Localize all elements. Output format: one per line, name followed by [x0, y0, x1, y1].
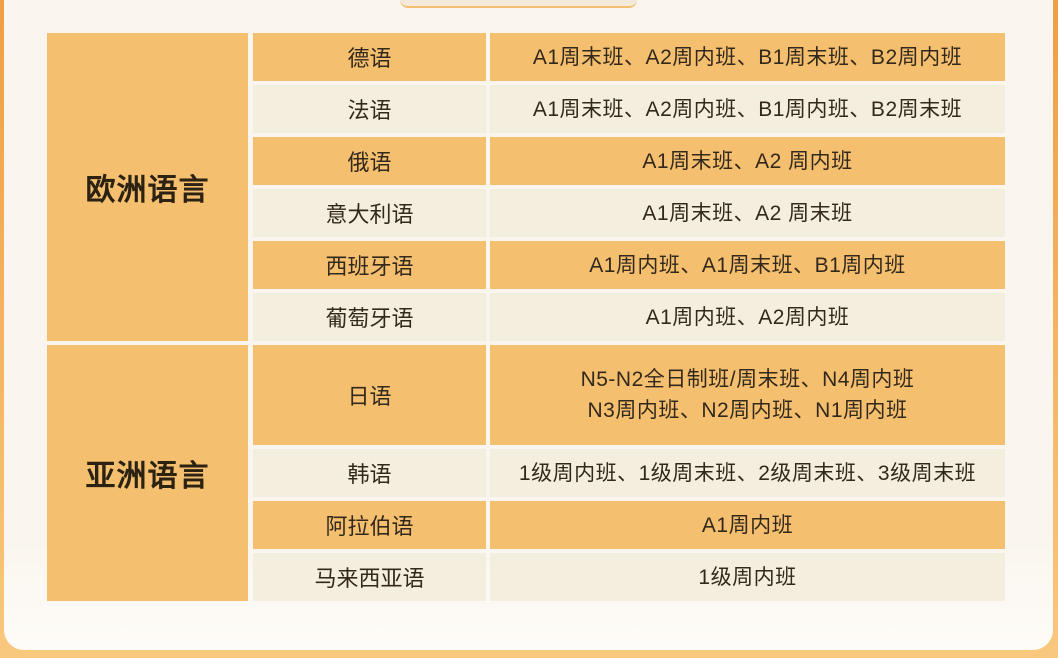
- group-label-european: 欧洲语言: [47, 33, 248, 341]
- table-row: 法语 A1周末班、A2周内班、B1周内班、B2周末班: [253, 85, 1005, 133]
- table-row: 阿拉伯语 A1周内班: [253, 501, 1005, 549]
- language-cell: 韩语: [253, 449, 486, 497]
- table-row: 马来西亚语 1级周内班: [253, 553, 1005, 601]
- asian-rows: 日语 N5-N2全日制班/周末班、N4周内班 N3周内班、N2周内班、N1周内班…: [253, 345, 1005, 601]
- top-banner-remnant: [400, 0, 637, 8]
- course-table: 欧洲语言 德语 A1周末班、A2周内班、B1周末班、B2周内班 法语 A1周末班…: [47, 33, 1005, 601]
- table-row: 德语 A1周末班、A2周内班、B1周末班、B2周内班: [253, 33, 1005, 81]
- classes-cell: N5-N2全日制班/周末班、N4周内班 N3周内班、N2周内班、N1周内班: [490, 345, 1005, 445]
- language-cell: 葡萄牙语: [253, 293, 486, 341]
- section-european-languages: 欧洲语言 德语 A1周末班、A2周内班、B1周末班、B2周内班 法语 A1周末班…: [47, 33, 1005, 341]
- classes-cell: A1周末班、A2 周内班: [490, 137, 1005, 185]
- table-row: 日语 N5-N2全日制班/周末班、N4周内班 N3周内班、N2周内班、N1周内班: [253, 345, 1005, 445]
- table-row: 西班牙语 A1周内班、A1周末班、B1周内班: [253, 241, 1005, 289]
- table-row: 俄语 A1周末班、A2 周内班: [253, 137, 1005, 185]
- section-asian-languages: 亚洲语言 日语 N5-N2全日制班/周末班、N4周内班 N3周内班、N2周内班、…: [47, 345, 1005, 601]
- classes-cell: A1周末班、A2周内班、B1周内班、B2周末班: [490, 85, 1005, 133]
- classes-cell: 1级周内班: [490, 553, 1005, 601]
- group-label-asian: 亚洲语言: [47, 345, 248, 601]
- language-cell: 西班牙语: [253, 241, 486, 289]
- classes-cell: A1周末班、A2周内班、B1周末班、B2周内班: [490, 33, 1005, 81]
- classes-cell: A1周末班、A2 周末班: [490, 189, 1005, 237]
- table-row: 意大利语 A1周末班、A2 周末班: [253, 189, 1005, 237]
- language-cell: 阿拉伯语: [253, 501, 486, 549]
- classes-cell: A1周内班、A2周内班: [490, 293, 1005, 341]
- language-cell: 俄语: [253, 137, 486, 185]
- classes-cell: 1级周内班、1级周末班、2级周末班、3级周末班: [490, 449, 1005, 497]
- table-row: 韩语 1级周内班、1级周末班、2级周末班、3级周末班: [253, 449, 1005, 497]
- european-rows: 德语 A1周末班、A2周内班、B1周末班、B2周内班 法语 A1周末班、A2周内…: [253, 33, 1005, 341]
- classes-cell: A1周内班、A1周末班、B1周内班: [490, 241, 1005, 289]
- language-cell: 马来西亚语: [253, 553, 486, 601]
- language-cell: 法语: [253, 85, 486, 133]
- content-card: 欧洲语言 德语 A1周末班、A2周内班、B1周末班、B2周内班 法语 A1周末班…: [4, 0, 1053, 650]
- language-cell: 德语: [253, 33, 486, 81]
- classes-cell: A1周内班: [490, 501, 1005, 549]
- table-row: 葡萄牙语 A1周内班、A2周内班: [253, 293, 1005, 341]
- language-cell: 日语: [253, 345, 486, 445]
- language-cell: 意大利语: [253, 189, 486, 237]
